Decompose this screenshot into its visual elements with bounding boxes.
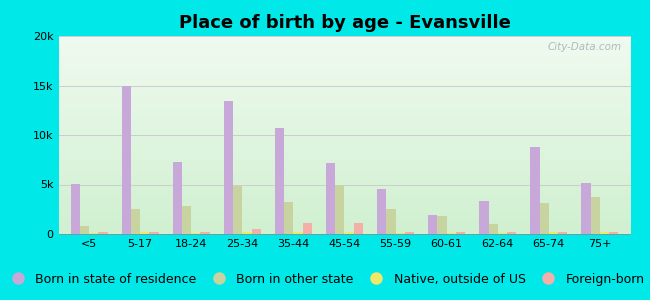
Bar [122,85,131,234]
Title: Place of birth by age - Evansville: Place of birth by age - Evansville [179,14,510,32]
Bar [89,233,98,234]
Bar [591,197,600,234]
Bar [150,232,159,234]
Bar [456,232,465,234]
Bar [293,232,303,234]
Bar [540,203,549,234]
Bar [530,147,540,234]
Bar [582,182,591,234]
Bar [275,128,284,234]
Bar [284,202,293,234]
Bar [377,190,386,234]
Bar [140,232,150,234]
Bar [600,232,609,234]
Bar [558,232,567,234]
Bar [224,101,233,234]
Bar [131,209,140,234]
Bar [242,232,252,234]
Bar [479,201,489,234]
Bar [386,209,396,234]
Bar [549,232,558,234]
Bar [80,226,89,234]
Bar [252,229,261,234]
Bar [437,216,447,234]
Bar [71,184,80,234]
Bar [98,232,107,234]
Bar [354,223,363,234]
Bar [405,232,414,234]
Text: City-Data.com: City-Data.com [548,42,622,52]
Bar [173,162,182,234]
Bar [303,223,312,234]
Legend: Born in state of residence, Born in other state, Native, outside of US, Foreign-: Born in state of residence, Born in othe… [0,268,650,291]
Bar [191,233,200,234]
Bar [489,224,498,234]
Bar [609,232,618,234]
Bar [233,187,242,234]
Bar [335,185,345,234]
Bar [326,163,335,234]
Bar [428,215,437,234]
Bar [498,233,507,234]
Bar [447,233,456,234]
Bar [396,233,405,234]
Bar [344,232,354,234]
Bar [200,232,210,234]
Bar [507,232,516,234]
Bar [182,206,191,234]
